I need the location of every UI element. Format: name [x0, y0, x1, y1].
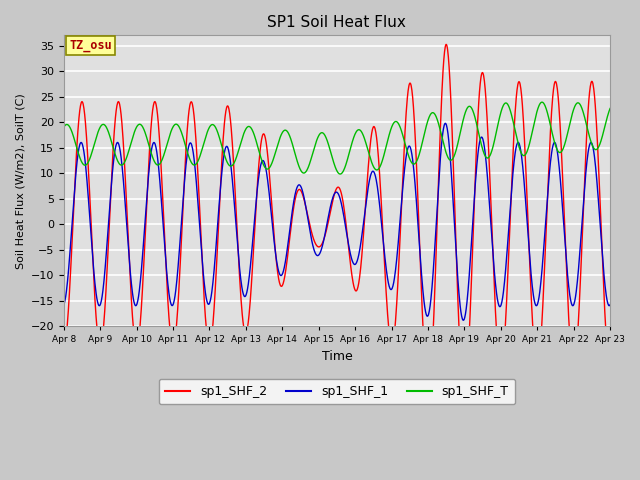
sp1_SHF_T [181, 142, 189, 148]
sp1_SHF_2 [494, 345, 502, 351]
sp1_SHF_1 [60, 302, 68, 308]
Title: SP1 Soil Heat Flux: SP1 Soil Heat Flux [268, 15, 406, 30]
sp1_SHF_1 [422, 309, 429, 315]
X-axis label: Time: Time [321, 350, 352, 363]
sp1_SHF_T [606, 106, 614, 111]
Legend: sp1_SHF_2, sp1_SHF_1, sp1_SHF_T: sp1_SHF_2, sp1_SHF_1, sp1_SHF_T [159, 379, 515, 404]
sp1_SHF_2 [181, 158, 189, 164]
sp1_SHF_2 [606, 364, 614, 370]
sp1_SHF_2 [460, 391, 468, 396]
sp1_SHF_1 [606, 302, 614, 308]
sp1_SHF_2 [168, 342, 176, 348]
sp1_SHF_T [336, 171, 344, 177]
Text: TZ_osu: TZ_osu [69, 39, 112, 52]
sp1_SHF_T [60, 124, 68, 130]
sp1_SHF_T [422, 124, 430, 130]
sp1_SHF_1 [494, 298, 502, 304]
sp1_SHF_1 [542, 215, 550, 221]
sp1_SHF_2 [542, 232, 550, 238]
sp1_SHF_2 [442, 42, 450, 48]
Line: sp1_SHF_1: sp1_SHF_1 [64, 123, 610, 320]
sp1_SHF_1 [460, 317, 467, 323]
sp1_SHF_1 [442, 120, 449, 126]
sp1_SHF_T [538, 99, 546, 105]
sp1_SHF_T [542, 105, 550, 111]
sp1_SHF_1 [243, 291, 250, 297]
sp1_SHF_1 [168, 303, 176, 309]
sp1_SHF_2 [243, 329, 250, 335]
sp1_SHF_1 [181, 169, 189, 175]
Line: sp1_SHF_2: sp1_SHF_2 [64, 45, 610, 394]
Line: sp1_SHF_T: sp1_SHF_T [64, 102, 610, 174]
sp1_SHF_2 [60, 344, 68, 349]
sp1_SHF_T [243, 125, 250, 131]
sp1_SHF_2 [422, 369, 429, 375]
Y-axis label: Soil Heat Flux (W/m2), SoilT (C): Soil Heat Flux (W/m2), SoilT (C) [15, 93, 25, 269]
sp1_SHF_T [493, 125, 501, 131]
sp1_SHF_T [168, 126, 176, 132]
